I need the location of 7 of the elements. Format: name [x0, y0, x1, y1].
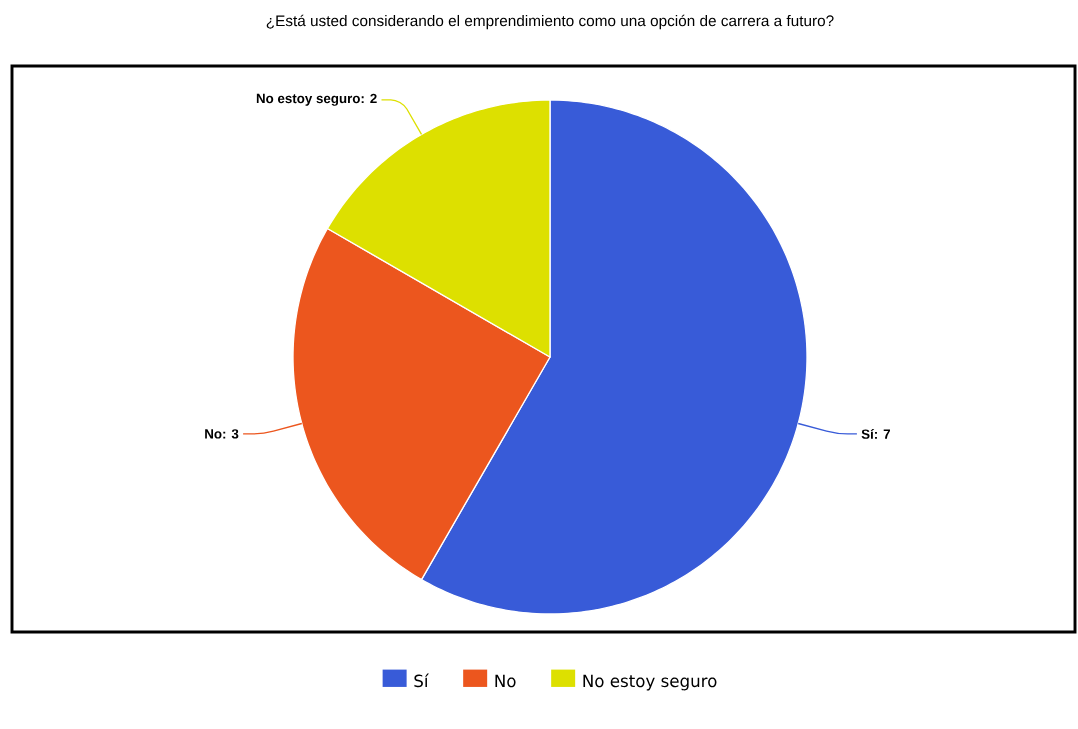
- legend-label: No: [495, 674, 516, 688]
- chart-title: ¿Está usted considerando el emprendimiento como una opción de carrera a futuro?: [266, 14, 834, 30]
- legend-label: Sí: [414, 673, 429, 688]
- data-label: No estoy seguro: 2: [256, 93, 377, 106]
- data-label: Sí: 7: [861, 428, 890, 439]
- legend-label: No estoy seguro: [583, 674, 717, 691]
- data-label: No: 3: [205, 429, 239, 439]
